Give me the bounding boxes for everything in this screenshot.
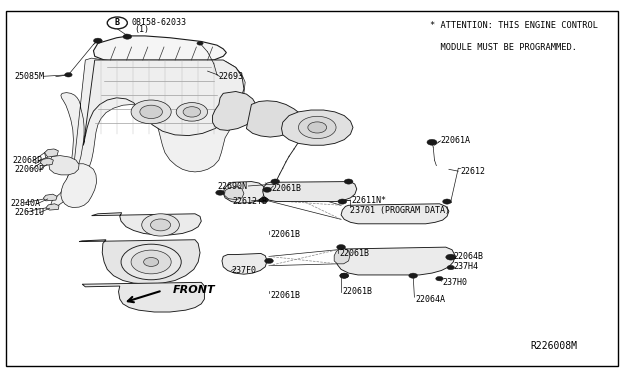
Polygon shape (79, 240, 200, 284)
Circle shape (65, 73, 72, 77)
Text: 22064B: 22064B (453, 252, 483, 261)
Text: 22061B: 22061B (271, 185, 301, 193)
Polygon shape (83, 60, 244, 145)
Text: 237H4: 237H4 (453, 262, 478, 271)
Text: 22690N: 22690N (217, 182, 247, 191)
Polygon shape (246, 101, 303, 137)
Text: 22631U: 22631U (15, 208, 45, 217)
Polygon shape (51, 58, 245, 206)
Text: R226008M: R226008M (531, 341, 577, 351)
Text: 237H0: 237H0 (443, 278, 468, 287)
Polygon shape (45, 149, 58, 157)
Circle shape (427, 139, 437, 145)
Text: 25085M: 25085M (15, 72, 45, 81)
Text: 22612+B: 22612+B (232, 197, 268, 206)
Circle shape (340, 273, 349, 278)
Text: 22061B: 22061B (270, 291, 300, 300)
Circle shape (271, 179, 280, 184)
Polygon shape (222, 253, 267, 274)
Circle shape (447, 265, 454, 270)
Text: 22068P: 22068P (12, 156, 42, 165)
Circle shape (264, 258, 273, 263)
Circle shape (308, 122, 326, 133)
Polygon shape (92, 213, 202, 235)
Text: * ATTENTION: THIS ENGINE CONTROL: * ATTENTION: THIS ENGINE CONTROL (430, 21, 598, 30)
Circle shape (131, 100, 171, 124)
Text: 08I58-62033: 08I58-62033 (131, 18, 186, 27)
Circle shape (216, 190, 225, 195)
Text: 22693: 22693 (219, 72, 244, 81)
Text: 237F0: 237F0 (232, 266, 257, 275)
Polygon shape (40, 158, 53, 166)
Circle shape (409, 273, 417, 278)
Text: 22840A: 22840A (10, 199, 40, 208)
Circle shape (150, 219, 171, 231)
Circle shape (340, 273, 349, 278)
Circle shape (183, 107, 201, 117)
Polygon shape (93, 36, 227, 64)
Polygon shape (82, 282, 204, 312)
Polygon shape (223, 182, 265, 203)
Circle shape (197, 41, 203, 45)
Circle shape (443, 199, 451, 204)
Text: FRONT: FRONT (173, 285, 216, 295)
Circle shape (176, 103, 207, 121)
Circle shape (140, 105, 163, 119)
Polygon shape (225, 187, 244, 200)
Polygon shape (282, 110, 353, 145)
Text: B: B (115, 19, 120, 28)
Circle shape (131, 250, 171, 274)
Circle shape (436, 276, 444, 281)
Text: 23701 (PROGRAM DATA): 23701 (PROGRAM DATA) (351, 206, 451, 215)
Circle shape (108, 17, 127, 29)
Circle shape (338, 199, 347, 204)
Polygon shape (61, 164, 97, 208)
Polygon shape (336, 247, 455, 275)
Polygon shape (334, 248, 350, 264)
Text: 22064A: 22064A (415, 295, 445, 304)
Circle shape (445, 254, 456, 260)
Text: (1): (1) (134, 25, 149, 34)
Circle shape (143, 257, 159, 266)
Circle shape (123, 34, 132, 39)
Polygon shape (262, 182, 356, 202)
Polygon shape (44, 194, 57, 201)
Polygon shape (49, 155, 79, 175)
Text: 22060P: 22060P (15, 165, 45, 174)
Circle shape (262, 187, 271, 192)
Polygon shape (46, 204, 59, 210)
Circle shape (298, 116, 336, 138)
Text: 22612: 22612 (460, 167, 485, 176)
Circle shape (141, 214, 179, 236)
Circle shape (93, 38, 102, 43)
Text: 22061B: 22061B (342, 287, 372, 296)
Text: 22061B: 22061B (270, 230, 300, 239)
Circle shape (337, 244, 346, 250)
Text: 22061A: 22061A (441, 136, 471, 145)
Circle shape (121, 244, 181, 280)
Polygon shape (212, 92, 257, 131)
Text: MODULE MUST BE PROGRAMMED.: MODULE MUST BE PROGRAMMED. (430, 42, 577, 52)
Circle shape (260, 198, 268, 203)
Circle shape (344, 179, 353, 184)
Text: 22611N*: 22611N* (352, 196, 387, 205)
Polygon shape (341, 204, 449, 224)
Text: 22061B: 22061B (339, 249, 369, 258)
